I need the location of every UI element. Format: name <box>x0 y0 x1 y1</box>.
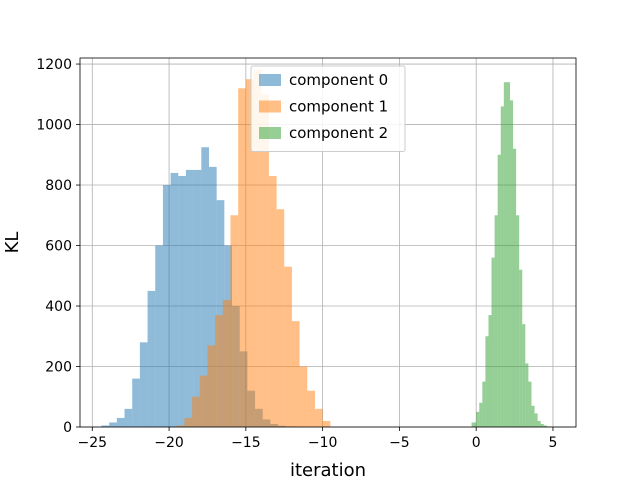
legend-label: component 2 <box>289 124 388 142</box>
histogram-bar <box>510 100 513 427</box>
histogram-bar <box>109 422 117 427</box>
legend-swatch <box>259 101 281 113</box>
histogram-bar <box>171 173 179 427</box>
histogram-bar <box>472 422 477 427</box>
x-axis-label: iteration <box>290 460 366 480</box>
histogram-bar <box>504 82 507 427</box>
histogram-bar <box>522 324 525 427</box>
legend-swatch <box>259 127 281 139</box>
series-2-bars <box>472 82 550 427</box>
histogram-bar <box>238 88 246 427</box>
legend-swatch <box>259 74 281 86</box>
histogram-bar <box>148 291 156 427</box>
histogram-bar <box>519 270 522 427</box>
histogram-bar <box>277 209 285 427</box>
histogram-bar <box>230 215 238 427</box>
histogram-bar <box>538 421 541 427</box>
histogram-bar <box>284 267 292 427</box>
histogram-bar <box>525 363 528 427</box>
histogram-bar <box>186 170 194 427</box>
histogram-bar <box>155 246 163 427</box>
x-tick-label: −5 <box>389 435 410 451</box>
histogram-bar <box>482 382 485 427</box>
y-tick-label: 1000 <box>36 118 72 134</box>
histogram-bar <box>117 418 125 427</box>
x-tick-label: −20 <box>154 435 184 451</box>
y-tick-label: 1200 <box>36 57 72 73</box>
histogram-bar <box>307 391 315 427</box>
legend-label: component 0 <box>289 71 388 89</box>
histogram-bar <box>178 176 186 427</box>
y-tick-label: 800 <box>45 178 72 194</box>
y-tick-label: 0 <box>63 420 72 436</box>
histogram-bar <box>223 300 231 427</box>
histogram-bar <box>535 413 538 427</box>
histogram-bar <box>300 367 308 427</box>
histogram-bar <box>507 82 510 427</box>
histogram-bar <box>476 412 479 427</box>
histogram-bar <box>501 106 504 427</box>
histogram-bar <box>516 215 519 427</box>
histogram-bar <box>485 336 488 427</box>
histogram-bar <box>215 315 223 427</box>
histogram-bar <box>184 418 192 427</box>
histogram-bar <box>531 406 534 427</box>
histogram-bar <box>315 409 323 427</box>
histogram-bar <box>479 403 482 427</box>
legend: component 0 component 1 component 2 <box>251 66 405 152</box>
histogram-bar <box>163 185 171 427</box>
x-tick-label: 5 <box>549 435 558 451</box>
histogram-bar <box>492 258 495 427</box>
histogram-bar <box>323 421 331 427</box>
x-tick-label: −25 <box>78 435 108 451</box>
y-axis-label: KL <box>2 232 23 254</box>
x-tick-label: −15 <box>231 435 261 451</box>
histogram-bar <box>488 315 491 427</box>
x-tick-label: −10 <box>308 435 338 451</box>
histogram-bar <box>292 321 300 427</box>
histogram-bar <box>495 215 498 427</box>
x-tick-label: 0 <box>472 435 481 451</box>
histogram-bar <box>125 409 133 427</box>
y-tick-label: 400 <box>45 299 72 315</box>
y-tick-label: 600 <box>45 239 72 255</box>
histogram-bar <box>498 155 501 427</box>
histogram-bar <box>207 345 215 427</box>
histogram-bar <box>132 379 140 427</box>
histogram-bar <box>269 176 277 427</box>
histogram-bar <box>528 382 531 427</box>
histogram-bar <box>192 397 200 427</box>
y-tick-label: 200 <box>45 360 72 376</box>
legend-label: component 1 <box>289 98 388 116</box>
histogram-bar <box>513 149 516 427</box>
histogram-bar <box>140 342 148 427</box>
histogram-bar <box>200 376 208 427</box>
histogram-bar <box>541 424 544 427</box>
